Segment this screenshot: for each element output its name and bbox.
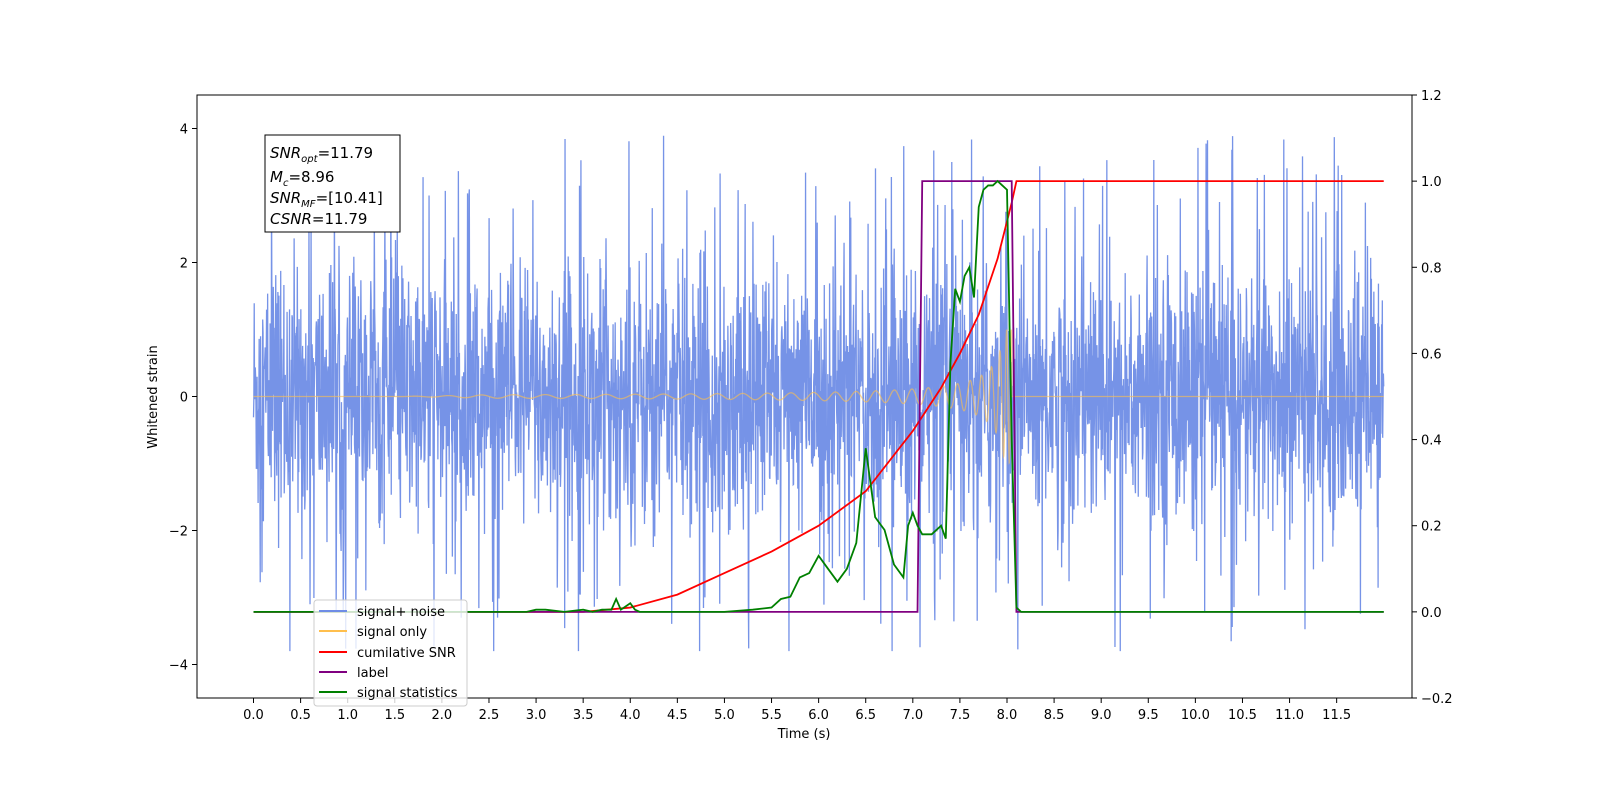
- x-tick-label: 2.5: [479, 708, 500, 723]
- y2-tick-label: −0.2: [1421, 692, 1453, 707]
- y2-tick-label: 0.0: [1421, 606, 1442, 621]
- x-axis: 0.0 0.5 1.0 1.5 2.0 2.5 3.0 3.5 4.0 4.5 5.0 5.5 6.0 6…: [243, 698, 1351, 723]
- mc-text: Mc=8.96: [270, 168, 334, 189]
- x-tick-label: 10.0: [1181, 708, 1210, 723]
- csnr-text: CSNR=11.79: [270, 210, 367, 228]
- series-layer: [252, 135, 1385, 652]
- y-tick-label: 4: [180, 123, 188, 138]
- legend-label-label: label: [357, 666, 388, 681]
- y2-tick-label: 0.2: [1421, 520, 1442, 535]
- x-tick-label: 2.0: [432, 708, 453, 723]
- y2-tick-label: 0.6: [1421, 347, 1442, 362]
- x-tick-label: 6.5: [855, 708, 876, 723]
- x-tick-label: 10.5: [1228, 708, 1257, 723]
- x-tick-label: 8.5: [1044, 708, 1065, 723]
- y2-tick-label: 0.4: [1421, 434, 1442, 449]
- x-tick-label: 9.5: [1138, 708, 1159, 723]
- y2-tick-label: 1.2: [1421, 89, 1442, 104]
- x-tick-label: 3.5: [573, 708, 594, 723]
- series-signal-noise-line: [252, 135, 1385, 652]
- y-axis-left: 4 2 0 −2 −4: [169, 123, 197, 674]
- y-axis-title: Whitened strain: [146, 345, 161, 448]
- x-tick-label: 9.0: [1091, 708, 1112, 723]
- x-tick-label: 5.0: [714, 708, 735, 723]
- y2-tick-label: 1.0: [1421, 175, 1442, 190]
- x-tick-label: 4.5: [667, 708, 688, 723]
- y-tick-label: −4: [169, 659, 188, 674]
- x-tick-label: 6.0: [808, 708, 829, 723]
- snr-mf-text: SNRMF=[10.41]: [270, 189, 383, 210]
- metrics-annotation: SNRopt=11.79 Mc=8.96 SNRMF=[10.41] CSNR=…: [264, 134, 401, 233]
- legend-label-signal-statistics: signal statistics: [357, 686, 458, 701]
- x-tick-label: 7.5: [950, 708, 971, 723]
- series-signal-only-line: [253, 329, 1384, 465]
- y-tick-label: 0: [180, 391, 188, 406]
- series-signal-statistics-line: [253, 179, 1384, 613]
- x-tick-label: 0.0: [243, 708, 264, 723]
- series-cumulative-snr-line: [253, 180, 1384, 613]
- x-tick-label: 11.5: [1322, 708, 1351, 723]
- x-tick-label: 1.5: [384, 708, 405, 723]
- x-tick-label: 3.0: [526, 708, 547, 723]
- x-tick-label: 8.0: [997, 708, 1018, 723]
- x-tick-label: 4.0: [620, 708, 641, 723]
- x-tick-label: 5.5: [761, 708, 782, 723]
- snr-opt-text: SNRopt=11.79: [270, 144, 373, 165]
- x-tick-label: 1.0: [337, 708, 358, 723]
- legend: signal+ noise signal only cumilative SNR…: [313, 599, 468, 707]
- legend-label-cumulative-snr: cumilative SNR: [357, 646, 456, 661]
- x-axis-title: Time (s): [777, 727, 831, 742]
- x-tick-label: 11.0: [1275, 708, 1304, 723]
- y2-tick-label: 0.8: [1421, 261, 1442, 276]
- y-axis-right: 1.2 1.0 0.8 0.6 0.4 0.2 0.0 −0.2: [1412, 89, 1453, 707]
- legend-label-signal-noise: signal+ noise: [357, 605, 445, 620]
- x-tick-label: 0.5: [290, 708, 311, 723]
- y-tick-label: 2: [180, 257, 188, 272]
- x-tick-label: 7.0: [902, 708, 923, 723]
- legend-label-signal-only: signal only: [357, 625, 427, 640]
- y-tick-label: −2: [169, 525, 188, 540]
